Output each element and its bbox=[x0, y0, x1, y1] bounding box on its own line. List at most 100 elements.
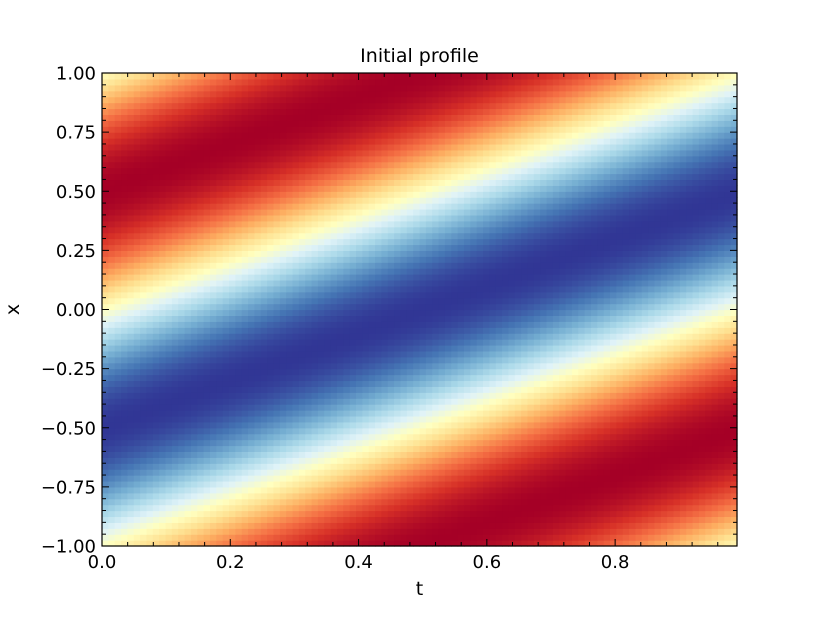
heatmap-cell bbox=[286, 410, 294, 417]
heatmap-cell bbox=[209, 368, 217, 376]
heatmap-cell bbox=[438, 297, 446, 305]
heatmap-cell bbox=[730, 309, 738, 317]
heatmap-cell bbox=[546, 415, 554, 423]
heatmap-cell bbox=[648, 333, 656, 340]
heatmap-cell bbox=[686, 457, 694, 464]
heatmap-cell bbox=[622, 510, 630, 518]
heatmap-cell bbox=[502, 528, 509, 535]
heatmap-cell bbox=[717, 362, 725, 370]
heatmap-cell bbox=[209, 463, 217, 470]
heatmap-cell bbox=[140, 256, 148, 263]
heatmap-cell bbox=[679, 445, 687, 452]
heatmap-cell bbox=[197, 492, 205, 500]
heatmap-cell bbox=[413, 439, 421, 447]
heatmap-cell bbox=[724, 256, 732, 263]
heatmap-cell bbox=[552, 321, 560, 328]
heatmap-cell bbox=[457, 356, 465, 364]
heatmap-cell bbox=[463, 540, 471, 547]
heatmap-cell bbox=[413, 368, 421, 376]
heatmap-cell bbox=[590, 368, 598, 376]
heatmap-cell bbox=[413, 392, 421, 399]
heatmap-cell bbox=[717, 374, 725, 382]
heatmap-cell bbox=[419, 297, 427, 305]
heatmap-cell bbox=[660, 504, 668, 512]
heatmap-cell bbox=[375, 297, 382, 305]
heatmap-cell bbox=[476, 457, 484, 464]
heatmap-cell bbox=[603, 404, 611, 411]
heatmap-cell bbox=[267, 504, 275, 512]
heatmap-cell bbox=[267, 480, 275, 488]
heatmap-cell bbox=[679, 374, 687, 382]
heatmap-cell bbox=[698, 285, 706, 293]
heatmap-cell bbox=[641, 256, 649, 263]
heatmap-cell bbox=[483, 522, 490, 529]
heatmap-cell bbox=[527, 256, 535, 263]
heatmap-cell bbox=[381, 356, 389, 364]
heatmap-cell bbox=[692, 415, 700, 423]
heatmap-cell bbox=[229, 410, 236, 417]
heatmap-cell bbox=[133, 445, 141, 452]
heatmap-cell bbox=[254, 350, 262, 358]
heatmap-cell bbox=[533, 480, 541, 488]
heatmap-cell bbox=[394, 362, 402, 370]
heatmap-cell bbox=[102, 410, 109, 417]
heatmap-cell bbox=[317, 540, 325, 547]
heatmap-cell bbox=[673, 516, 681, 523]
heatmap-cell bbox=[298, 250, 306, 257]
heatmap-cell bbox=[502, 451, 509, 458]
heatmap-cell bbox=[165, 285, 173, 293]
heatmap-cell bbox=[178, 404, 186, 411]
heatmap-cell bbox=[622, 350, 630, 358]
heatmap-cell bbox=[463, 297, 471, 305]
heatmap-cell bbox=[724, 439, 732, 447]
heatmap-cell bbox=[152, 250, 160, 257]
heatmap-cell bbox=[159, 504, 167, 512]
heatmap-cell bbox=[121, 433, 128, 441]
heatmap-cell bbox=[324, 262, 332, 269]
heatmap-cell bbox=[102, 350, 109, 358]
heatmap-cell bbox=[533, 516, 541, 523]
heatmap-cell bbox=[590, 333, 598, 340]
heatmap-cell bbox=[565, 451, 573, 458]
heatmap-cell bbox=[229, 374, 236, 382]
heatmap-cell bbox=[203, 350, 211, 358]
heatmap-cell bbox=[235, 421, 243, 429]
heatmap-cell bbox=[616, 439, 624, 447]
heatmap-cell bbox=[152, 475, 160, 482]
heatmap-cell bbox=[584, 457, 592, 464]
heatmap-cell bbox=[597, 475, 605, 482]
heatmap-cell bbox=[483, 457, 490, 464]
heatmap-cell bbox=[165, 250, 173, 257]
heatmap-cell bbox=[197, 368, 205, 376]
heatmap-cell bbox=[330, 498, 338, 506]
heatmap-cell bbox=[273, 492, 281, 500]
heatmap-cell bbox=[527, 522, 535, 529]
heatmap-cell bbox=[400, 297, 408, 305]
heatmap-cell bbox=[667, 522, 675, 529]
heatmap-cell bbox=[330, 439, 338, 447]
heatmap-cell bbox=[476, 516, 484, 523]
heatmap-cell bbox=[343, 380, 351, 387]
heatmap-cell bbox=[521, 285, 529, 293]
heatmap-cell bbox=[311, 356, 319, 364]
heatmap-cell bbox=[654, 492, 662, 500]
heatmap-cell bbox=[635, 475, 643, 482]
heatmap-cell bbox=[400, 486, 408, 494]
heatmap-cell bbox=[438, 262, 446, 269]
heatmap-cell bbox=[692, 291, 700, 299]
heatmap-cell bbox=[610, 463, 617, 470]
heatmap-cell bbox=[451, 421, 459, 429]
heatmap-cell bbox=[394, 356, 402, 364]
heatmap-cell bbox=[717, 415, 725, 423]
heatmap-cell bbox=[235, 303, 243, 311]
heatmap-cell bbox=[698, 344, 706, 352]
heatmap-cell bbox=[444, 522, 452, 529]
heatmap-cell bbox=[413, 262, 421, 269]
heatmap-cell bbox=[578, 421, 586, 429]
heatmap-cell bbox=[584, 404, 592, 411]
heatmap-cell bbox=[635, 350, 643, 358]
heatmap-cell bbox=[432, 350, 440, 358]
heatmap-cell bbox=[692, 279, 700, 287]
heatmap-cell bbox=[292, 475, 300, 482]
